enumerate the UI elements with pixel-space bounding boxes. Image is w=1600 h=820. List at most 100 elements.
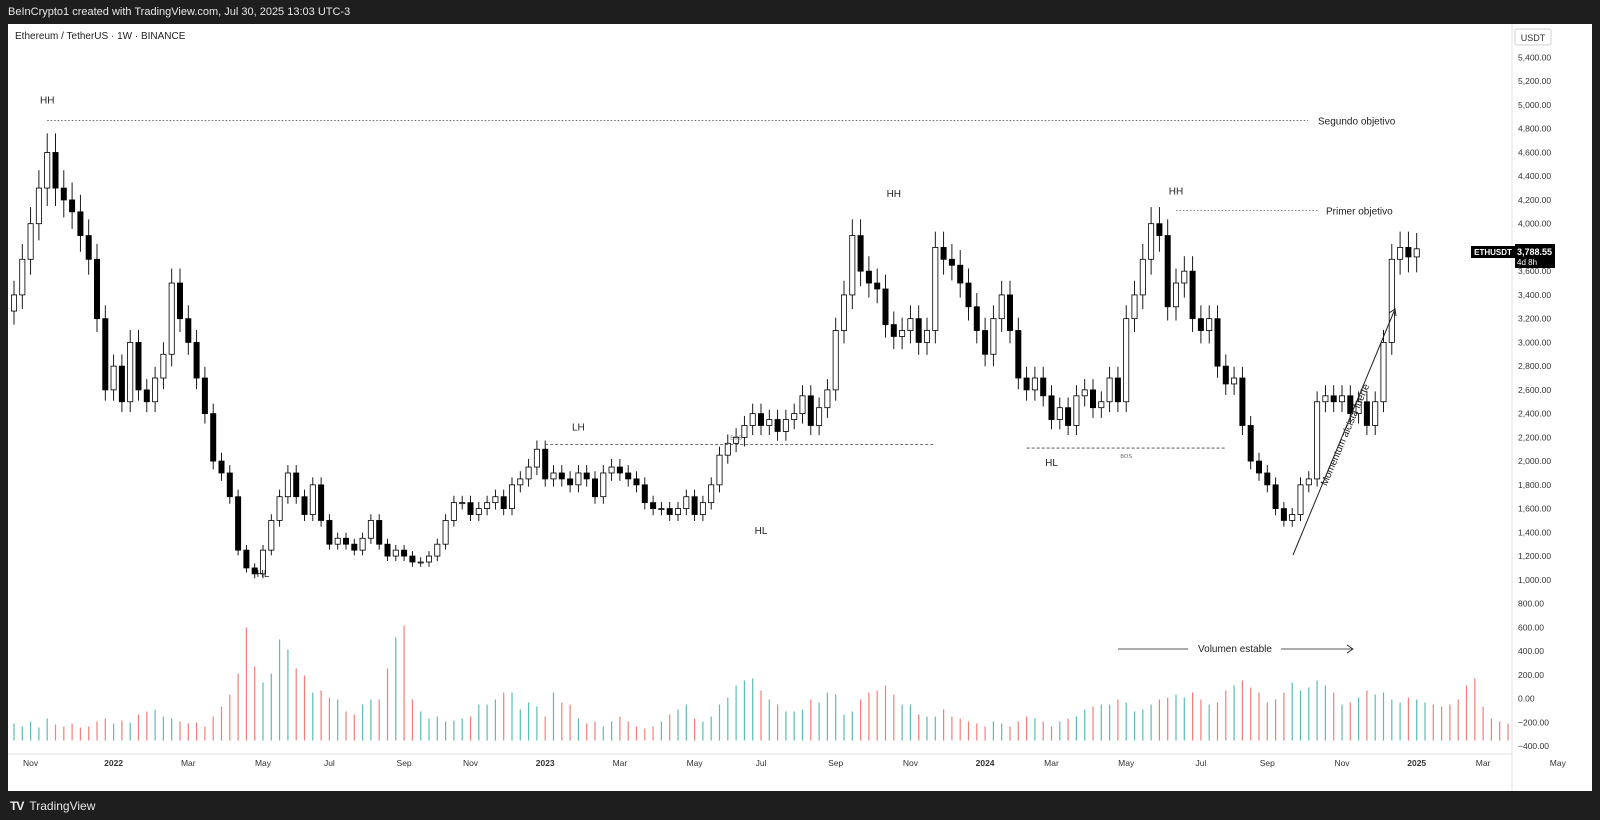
candle-body [19, 258, 26, 296]
time-tick-label: Sep [828, 758, 843, 768]
candle-body [699, 502, 706, 515]
swing-label: HH [40, 95, 54, 106]
candle-body [492, 496, 499, 504]
candle-body [533, 448, 540, 468]
candle-body [758, 413, 765, 426]
candle-body [85, 235, 92, 260]
candle-body [675, 508, 682, 515]
candle-body [1197, 318, 1204, 331]
candle-body [940, 247, 947, 260]
time-tick-label: Jul [1195, 758, 1206, 768]
price-tick-label: 3,400.00 [1518, 290, 1551, 300]
volume-bars [13, 625, 1509, 741]
candle-body [982, 330, 989, 355]
candle-body [376, 520, 383, 545]
symbol-tag: ETHUSDT [1474, 248, 1512, 257]
candle-body [849, 235, 856, 296]
price-tick-label: −200.00 [1518, 717, 1549, 727]
time-tick-label: 2022 [104, 758, 123, 768]
candle-body [210, 413, 217, 462]
candle-body [1090, 389, 1097, 409]
price-tag-countdown: 4d 8h [1517, 258, 1537, 267]
price-tick-label: 2,600.00 [1518, 385, 1551, 395]
candle-body [899, 330, 906, 337]
volume-arrowhead [1346, 644, 1354, 654]
candle-body [1048, 395, 1055, 420]
candle-body [1413, 248, 1420, 258]
candle-body [425, 555, 432, 563]
price-tick-label: 200.00 [1518, 670, 1544, 680]
candle-body [35, 187, 42, 225]
bos-label: BOS [1120, 454, 1132, 460]
time-tick-label: May [1118, 758, 1135, 768]
candle-body [1081, 389, 1088, 397]
candle-body [666, 508, 673, 515]
candle-body [1040, 377, 1047, 397]
candle-body [135, 341, 142, 391]
candle-body [1305, 478, 1312, 486]
candle-body [342, 537, 349, 545]
swing-label: LH [572, 422, 585, 433]
candle-body [882, 288, 889, 325]
price-tick-label: 1,000.00 [1518, 575, 1551, 585]
candle-body [1073, 395, 1080, 426]
price-tick-label: 3,200.00 [1518, 314, 1551, 324]
price-tick-label: 5,200.00 [1518, 76, 1551, 86]
brand-bar: TV TradingView [0, 791, 1600, 820]
candle-body [724, 442, 731, 456]
price-tick-label: 1,800.00 [1518, 480, 1551, 490]
candle-body [60, 187, 67, 201]
candle-body [384, 543, 391, 557]
momentum-arrow [1292, 308, 1396, 556]
price-chart[interactable]: Ethereum / TetherUS · 1W · BINANCE USDT … [8, 24, 1592, 791]
candle-body [27, 223, 34, 260]
candle-body [616, 466, 623, 474]
candle-body [990, 318, 997, 355]
candles [11, 133, 1420, 579]
candle-body [1355, 401, 1362, 415]
candle-body [334, 537, 341, 545]
swing-label: HL [257, 569, 270, 580]
candle-body [816, 407, 823, 426]
time-tick-label: Jul [324, 758, 335, 768]
candle-body [683, 496, 690, 509]
candle-body [1322, 395, 1329, 403]
candle-body [218, 460, 225, 474]
price-tick-label: 4,800.00 [1518, 124, 1551, 134]
time-axis[interactable]: Nov 2022 Mar May Jul Sep Nov 2023 Mar May Jul Sep No… [23, 758, 1592, 768]
price-tick-label: 2,200.00 [1518, 432, 1551, 442]
candle-body [874, 282, 881, 290]
swing-label: HL [1045, 458, 1058, 469]
candle-body [1031, 377, 1038, 391]
candle-body [434, 543, 441, 557]
candle-body [1297, 484, 1304, 515]
candle-body [973, 306, 980, 331]
time-tick-label: Sep [1260, 758, 1275, 768]
candle-body [907, 318, 914, 331]
candle-body [915, 318, 922, 343]
candle-body [401, 549, 408, 557]
time-tick-label: May [255, 758, 272, 768]
price-tick-label: 2,000.00 [1518, 456, 1551, 466]
candle-body [1397, 247, 1404, 260]
candle-body [1007, 294, 1014, 331]
candle-body [948, 258, 955, 266]
candle-body [1339, 395, 1346, 403]
time-tick-label: Jul [756, 758, 767, 768]
time-tick-label: 2023 [536, 758, 555, 768]
candle-body [1148, 223, 1155, 260]
candle-body [807, 395, 814, 426]
candle-body [517, 478, 524, 486]
currency-box[interactable] [1514, 28, 1552, 46]
candle-body [766, 419, 773, 426]
candle-body [558, 472, 565, 480]
price-tick-label: 5,400.00 [1518, 53, 1551, 63]
time-tick-label: 2025 [1407, 758, 1426, 768]
price-tick-label: 4,200.00 [1518, 195, 1551, 205]
bos-label: BOS [730, 435, 742, 441]
candle-body [1181, 270, 1188, 284]
chart-area[interactable]: Ethereum / TetherUS · 1W · BINANCE USDT … [8, 24, 1592, 791]
time-tick-label: Nov [23, 758, 39, 768]
candle-body [1065, 407, 1072, 426]
candle-body [442, 520, 449, 545]
